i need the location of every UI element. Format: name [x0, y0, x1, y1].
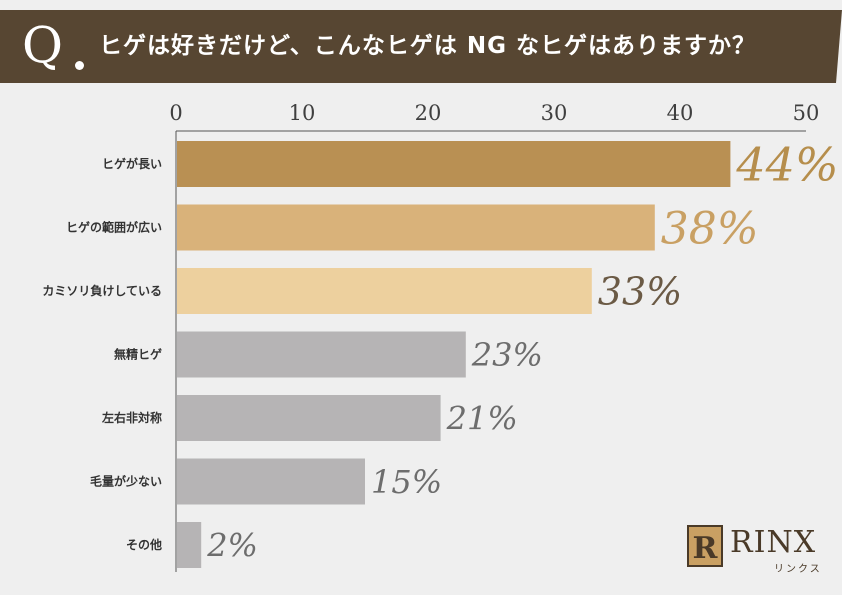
x-tick-label: 20 — [415, 101, 442, 125]
category-labels: ヒゲが長いヒゲの範囲が広いカミソリ負けしている無精ヒゲ左右非対称毛量が少ないその… — [42, 156, 162, 552]
logo-kana: リンクス — [774, 564, 822, 575]
x-tick-label: 50 — [793, 101, 820, 125]
x-tick-label: 0 — [169, 101, 182, 125]
value-label: 15% — [371, 463, 442, 501]
bar — [177, 268, 592, 314]
bars — [177, 141, 731, 568]
category-label: カミソリ負けしている — [42, 283, 162, 298]
value-label: 23% — [471, 336, 543, 374]
category-label: その他 — [126, 537, 162, 552]
value-label: 38% — [661, 203, 759, 254]
category-label: ヒゲの範囲が広い — [66, 220, 162, 235]
bar — [177, 395, 441, 441]
value-labels: 44% 38% 33% 23% 21%15% 2% — [206, 138, 838, 565]
category-label: 左右非対称 — [101, 410, 162, 425]
title-banner: Q ヒゲは好きだけど、こんなヒゲは NG なヒゲはありますか？ — [0, 10, 842, 83]
rinx-logo: R RINX リンクス — [682, 522, 826, 580]
bar — [177, 204, 655, 251]
value-label: 33% — [598, 270, 682, 314]
bar — [177, 522, 202, 568]
category-label: 毛量が少ない — [90, 474, 162, 489]
bar — [177, 331, 466, 378]
emblem-letter: R — [693, 531, 719, 566]
x-tick-label: 40 — [667, 101, 694, 125]
q-dot — [75, 61, 84, 70]
bar — [177, 141, 731, 187]
question-mark-q: Q — [22, 16, 63, 74]
category-label: 無精ヒゲ — [114, 347, 162, 362]
x-tick-label: 30 — [541, 101, 568, 125]
bar — [177, 458, 365, 505]
x-tick-label: 10 — [289, 101, 316, 125]
value-label: 44% — [735, 138, 838, 192]
value-label: 21% — [446, 400, 518, 438]
category-label: ヒゲが長い — [102, 156, 162, 171]
value-label: 2% — [206, 527, 258, 565]
x-axis-ticks: 0 10 20 30 40 50 — [169, 101, 819, 125]
rinx-emblem-icon: R — [687, 525, 723, 567]
chart-title: ヒゲは好きだけど、こんなヒゲは NG なヒゲはありますか？ — [99, 33, 756, 59]
logo-name: RINX — [730, 525, 817, 560]
